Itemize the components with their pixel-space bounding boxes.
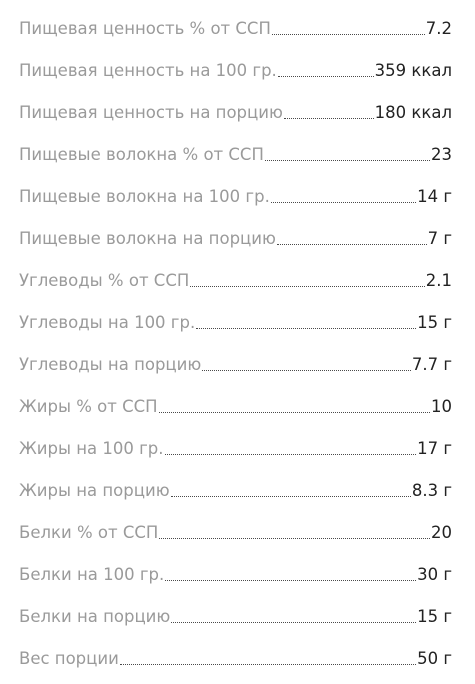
nutrient-label: Пищевая ценность на порцию <box>19 103 283 122</box>
nutrient-value: 50 г <box>417 649 452 668</box>
nutrient-value: 23 <box>431 145 452 164</box>
dotted-leader <box>170 496 411 497</box>
dotted-leader <box>270 202 417 203</box>
nutrition-row: Белки на 100 гр. 30 г <box>19 559 452 585</box>
nutrient-value: 8.3 г <box>411 481 452 500</box>
nutrition-row: Пищевые волокна на порцию 7 г <box>19 223 452 249</box>
nutrition-row: Пищевые волокна на 100 гр. 14 г <box>19 181 452 207</box>
nutrition-row: Белки % от ССП 20 <box>19 517 452 543</box>
dotted-leader <box>165 580 417 581</box>
nutrient-label: Белки % от ССП <box>19 523 159 542</box>
nutrient-label: Белки на 100 гр. <box>19 565 165 584</box>
nutrition-row: Белки на порцию 15 г <box>19 601 452 627</box>
dotted-leader <box>277 76 374 77</box>
dotted-leader <box>264 160 430 161</box>
nutrition-row: Углеводы на порцию 7.7 г <box>19 349 452 375</box>
nutrient-value: 7.7 г <box>411 355 452 374</box>
nutrition-row: Углеводы на 100 гр. 15 г <box>19 307 452 333</box>
nutrient-label: Пищевая ценность % от ССП <box>19 19 271 38</box>
dotted-leader <box>159 538 430 539</box>
nutrition-row: Вес порции 50 г <box>19 643 452 669</box>
nutrient-label: Жиры на порцию <box>19 481 170 500</box>
dotted-leader <box>196 328 417 329</box>
nutrition-row: Пищевая ценность % от ССП 7.2 <box>19 13 452 39</box>
dotted-leader <box>202 370 411 371</box>
nutrient-label: Углеводы % от ССП <box>19 271 190 290</box>
nutrient-value: 7 г <box>427 229 452 248</box>
nutrient-label: Жиры на 100 гр. <box>19 439 164 458</box>
nutrient-label: Белки на порцию <box>19 607 171 626</box>
nutrition-row: Пищевая ценность на порцию 180 ккал <box>19 97 452 123</box>
nutrient-value: 7.2 <box>425 19 452 38</box>
nutrient-value: 10 <box>431 397 452 416</box>
nutrition-row: Пищевая ценность на 100 гр. 359 ккал <box>19 55 452 81</box>
nutrition-row: Жиры на порцию 8.3 г <box>19 475 452 501</box>
dotted-leader <box>164 454 417 455</box>
nutrient-label: Пищевые волокна на 100 гр. <box>19 187 270 206</box>
nutrient-label: Углеводы на 100 гр. <box>19 313 196 332</box>
nutrition-row: Углеводы % от ССП 2.1 <box>19 265 452 291</box>
nutrient-value: 30 г <box>417 565 452 584</box>
nutrient-label: Пищевые волокна на порцию <box>19 229 276 248</box>
nutrition-row: Жиры на 100 гр. 17 г <box>19 433 452 459</box>
nutrition-row: Пищевые волокна % от ССП 23 <box>19 139 452 165</box>
nutrient-label: Пищевая ценность на 100 гр. <box>19 61 277 80</box>
dotted-leader <box>276 244 427 245</box>
nutrient-value: 14 г <box>417 187 452 206</box>
nutrient-value: 17 г <box>417 439 452 458</box>
dotted-leader <box>283 118 374 119</box>
dotted-leader <box>190 286 425 287</box>
nutrient-value: 20 <box>431 523 452 542</box>
dotted-leader <box>271 34 425 35</box>
nutrient-value: 359 ккал <box>374 61 452 80</box>
nutrition-row: Жиры % от ССП 10 <box>19 391 452 417</box>
dotted-leader <box>119 664 417 665</box>
nutrient-label: Пищевые волокна % от ССП <box>19 145 264 164</box>
dotted-leader <box>171 622 417 623</box>
nutrient-value: 15 г <box>417 607 452 626</box>
nutrient-value: 15 г <box>417 313 452 332</box>
dotted-leader <box>158 412 430 413</box>
nutrient-value: 2.1 <box>425 271 452 290</box>
nutrient-label: Углеводы на порцию <box>19 355 202 374</box>
nutrient-label: Вес порции <box>19 649 119 668</box>
nutrient-value: 180 ккал <box>374 103 452 122</box>
nutrient-label: Жиры % от ССП <box>19 397 158 416</box>
